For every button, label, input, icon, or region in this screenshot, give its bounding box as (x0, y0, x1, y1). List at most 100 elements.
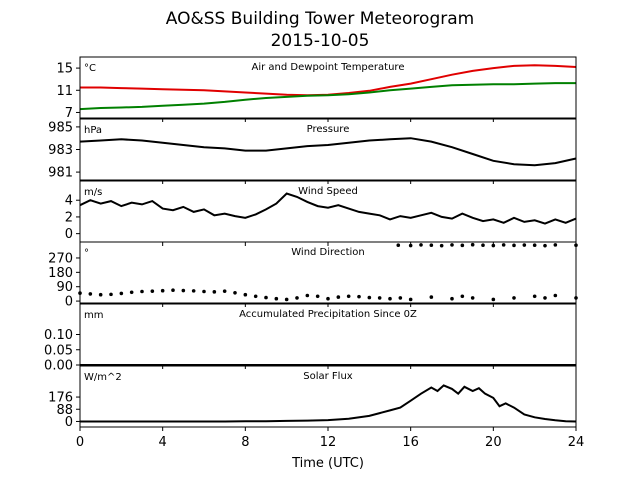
series-1-point (202, 289, 206, 294)
unit-label: hPa (84, 125, 102, 136)
y-tick-label: 985 (48, 120, 73, 135)
series-1-point (222, 289, 227, 293)
series-1-point (512, 296, 516, 300)
series-1-point (336, 295, 341, 299)
x-tick-label: 20 (485, 435, 502, 450)
y-tick-label: 0 (65, 295, 73, 310)
series-2-point (450, 243, 454, 247)
series-1-point (160, 288, 165, 293)
x-tick-label: 12 (320, 435, 337, 450)
panel-title: Solar Flux (303, 371, 353, 382)
series-1-point (553, 293, 558, 298)
y-tick-label: 0 (65, 415, 73, 430)
unit-label: m/s (84, 187, 102, 198)
series-1-point (233, 290, 237, 295)
series-1-point (98, 292, 103, 297)
series-1-point (212, 290, 217, 294)
y-tick-label: 88 (56, 403, 73, 418)
series-1-point (367, 295, 372, 300)
x-tick-label: 8 (241, 435, 249, 450)
series-2-point (543, 243, 547, 248)
panel-title: Wind Speed (298, 186, 358, 197)
series-1-line (80, 384, 577, 423)
series-1-point (181, 288, 186, 293)
x-tick-label: 16 (402, 435, 419, 450)
figure-title: AO&SS Building Tower Meteorogram (166, 9, 474, 29)
series-2-point (512, 243, 516, 248)
series-2-point (553, 243, 558, 247)
unit-label: W/m^2 (84, 372, 122, 383)
series-1-point (140, 289, 144, 294)
panel-3: 0 24 m/s Wind Speed (65, 180, 577, 246)
y-tick-label: 176 (48, 391, 73, 406)
series-2-point (470, 242, 475, 247)
series-1-point (460, 294, 465, 299)
series-1-point (243, 292, 248, 297)
series-2-point (532, 243, 537, 247)
series-2-point (481, 243, 485, 247)
series-1-point (429, 295, 434, 299)
series-2-line (79, 82, 576, 111)
series-1-point (357, 294, 361, 299)
series-1-point (408, 297, 413, 302)
y-tick-label: 270 (48, 251, 73, 266)
series-1-point (284, 297, 289, 302)
series-1-point (377, 296, 382, 300)
x-tick-label: 24 (568, 435, 585, 450)
series-1-point (191, 289, 196, 293)
series-1-point (398, 296, 403, 300)
series-1-point (171, 288, 175, 293)
y-tick-label: 15 (56, 62, 73, 77)
series-1-line (79, 137, 577, 167)
panel-title: Air and Dewpoint Temperature (252, 62, 405, 73)
series-1-line (79, 192, 577, 225)
series-1-point (450, 296, 454, 301)
x-tick-label: 4 (159, 435, 167, 450)
y-tick-label: 981 (48, 166, 73, 181)
series-1-point (315, 294, 320, 299)
series-2-point (439, 243, 444, 248)
series-1-point (129, 290, 134, 295)
series-1-point (470, 296, 475, 300)
panel-title: Accumulated Precipitation Since 0Z (239, 309, 417, 320)
series-2-point (396, 243, 401, 247)
series-2-point (408, 243, 413, 248)
series-1-point (532, 294, 537, 299)
x-axis-label: Time (UTC) (291, 456, 364, 471)
y-tick-label: 0 (65, 227, 73, 242)
series-1-point (346, 294, 351, 299)
y-tick-label: 0.05 (44, 343, 73, 358)
series-2-point (429, 243, 434, 247)
series-1-point (253, 294, 258, 299)
y-tick-label: 0.00 (44, 359, 73, 374)
y-tick-label: 4 (65, 194, 73, 209)
series-1-point (88, 292, 93, 296)
panel-title: Wind Direction (291, 247, 365, 258)
series-1-point (543, 296, 547, 300)
y-tick-label: 180 (48, 266, 73, 281)
figure-subtitle: 2015-10-05 (271, 31, 370, 51)
series-1-point (295, 296, 299, 300)
series-2-point (501, 243, 506, 247)
series-2-point (491, 243, 496, 248)
unit-label: °C (84, 63, 96, 74)
unit-label: mm (84, 310, 103, 321)
series-1-point (109, 292, 113, 297)
panel-2: 981 983 985 hPa Pressure (48, 118, 577, 184)
unit-label: ° (84, 248, 89, 259)
series-1-point (264, 295, 268, 300)
y-tick-label: 7 (65, 106, 73, 121)
series-1-point (274, 296, 279, 301)
panel-1: 7 11 15 °C Air and Dewpoint Temperature (56, 56, 577, 122)
y-tick-label: 90 (56, 280, 73, 295)
series-1-point (388, 296, 392, 301)
series-2-point (419, 243, 423, 247)
panel-5: 0.000.050.10 mm Accumulated Precipitation … (44, 303, 577, 374)
y-tick-label: 2 (65, 210, 73, 225)
series-1-point (150, 289, 155, 293)
series-1-point (326, 296, 330, 301)
